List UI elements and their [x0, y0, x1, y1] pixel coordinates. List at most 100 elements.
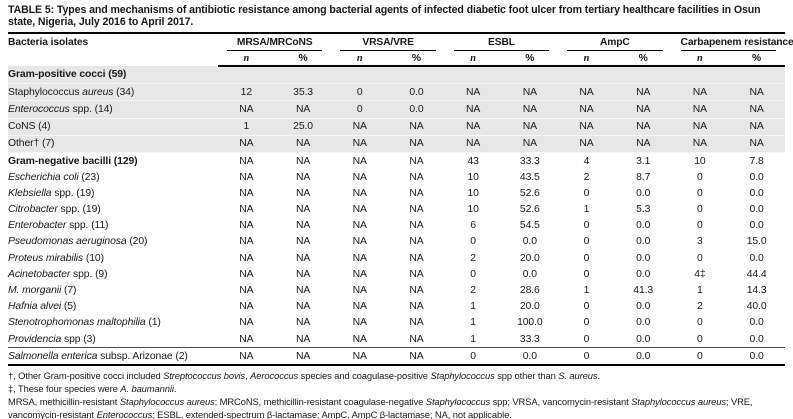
- table-cell: NA: [352, 204, 367, 216]
- table-cell: 0: [470, 268, 476, 280]
- table-cell: NA: [218, 347, 275, 366]
- table-cell: 10: [467, 187, 479, 199]
- table-cell: NA: [558, 118, 615, 136]
- table-cell: NA: [331, 135, 389, 153]
- table-cell: 43.5: [519, 171, 540, 183]
- table-cell: NA: [295, 285, 311, 297]
- table-cell: NA: [728, 118, 785, 136]
- table-cell: NA: [558, 100, 615, 119]
- bacteria-name: Staphylococcus aureus (34): [8, 83, 219, 102]
- table-cell: NA: [671, 100, 729, 119]
- table-cell: 25.0: [274, 118, 332, 136]
- table-cell: 0.0: [636, 301, 651, 313]
- subheader-pct-ampc: %: [614, 51, 672, 67]
- table-cell: 0: [558, 347, 615, 366]
- table-cell: NA: [558, 83, 615, 102]
- table-cell: [614, 66, 672, 85]
- table-cell: NA: [409, 155, 424, 167]
- bacteria-name: Gram-positive cocci (59): [8, 66, 219, 85]
- table-row: Klebsiella spp. (19) NA NA NA NA 10 52.6 0 0.0 0 0…: [8, 185, 785, 201]
- bacteria-name: Hafnia alvei (5): [8, 301, 77, 313]
- table-title: TABLE 5: Types and mechanisms of antibio…: [8, 4, 761, 28]
- table-cell: NA: [444, 135, 502, 153]
- column-group-label: AmpC: [567, 34, 663, 51]
- table-cell: 0: [583, 187, 590, 199]
- table-cell: NA: [239, 220, 254, 232]
- table-cell: NA: [444, 83, 502, 102]
- table-row: Providencia spp (3) NA NA NA NA 1 33.3 0 0.0 0 0.0: [8, 331, 785, 348]
- table-cell: 2: [470, 252, 476, 264]
- table-row: Pseudomonas aeruginosa (20) NA NA NA NA 0 0.0 0…: [8, 234, 785, 250]
- table-cell: 1: [583, 204, 590, 216]
- table-cell: NA: [295, 155, 311, 167]
- table-cell: [558, 66, 615, 85]
- table-cell: NA: [728, 83, 785, 102]
- table-cell: 14.3: [746, 285, 767, 297]
- table-cell: 20.0: [519, 301, 540, 313]
- table-cell: 0.0: [749, 204, 764, 216]
- table-cell: 0: [697, 187, 703, 199]
- table-body: Gram-positive cocci (59) Staphylococcus a…: [8, 66, 785, 366]
- table-cell: NA: [295, 220, 311, 232]
- table-cell: 33.3: [519, 333, 540, 345]
- table-cell: NA: [274, 135, 332, 153]
- table-cell: NA: [239, 333, 254, 345]
- footnote-3: MRSA, methicillin-resistant Staphylococc…: [8, 396, 753, 419]
- table-cell: 12: [218, 83, 275, 102]
- table-cell: 0.0: [636, 333, 651, 345]
- table-cell: NA: [352, 252, 367, 264]
- table-cell: NA: [671, 83, 729, 102]
- table-cell: NA: [295, 252, 311, 264]
- column-group-mrsa-mrcons: MRSA/MRCoNS: [218, 33, 331, 51]
- table-cell: 3: [697, 236, 703, 248]
- table-cell: NA: [409, 220, 424, 232]
- table-cell: 40.0: [746, 301, 767, 313]
- bacteria-name: Proteus mirabilis (10): [8, 252, 104, 264]
- bacteria-name: Enterobacter spp. (11): [8, 220, 109, 232]
- table-cell: 2: [583, 171, 590, 183]
- table-cell: 0: [583, 301, 590, 313]
- table-cell: 0.0: [636, 252, 651, 264]
- table-cell: 2: [470, 285, 476, 297]
- bacteria-name: Enterococcus spp. (14): [8, 100, 219, 119]
- bacteria-name: Stenotrophomonas maltophilia (1): [8, 317, 161, 329]
- subheader-n-carbapenem-resistance: n: [671, 51, 729, 67]
- table-row: Gram-negative bacilli (129) NA NA NA NA 43 33.…: [8, 152, 785, 169]
- table-cell: 0: [697, 220, 703, 232]
- table-cell: NA: [614, 135, 672, 153]
- table-cell: 33.3: [519, 155, 540, 167]
- column-header-bacteria-isolates: Bacteria isolates: [8, 37, 89, 48]
- bacteria-name: Pseudomonas aeruginosa (20): [8, 236, 148, 248]
- table-cell: 0: [583, 268, 590, 280]
- table-cell: 0: [583, 220, 590, 232]
- table-cell: 0: [697, 333, 703, 345]
- table-cell: NA: [218, 100, 275, 119]
- table-row: Salmonella enterica subsp. Arizonae (2) N…: [8, 347, 785, 366]
- table-cell: NA: [671, 118, 729, 136]
- table-cell: 4‡: [694, 268, 706, 280]
- table-cell: 1: [218, 118, 275, 136]
- table-cell: NA: [239, 171, 254, 183]
- table-cell: 0: [697, 252, 703, 264]
- table-cell: 0: [583, 317, 590, 329]
- table-cell: NA: [295, 236, 311, 248]
- table-cell: NA: [295, 333, 311, 345]
- subheader-n-vrsa-vre: n: [331, 51, 389, 67]
- table-cell: NA: [409, 204, 424, 216]
- table-cell: NA: [239, 236, 254, 248]
- table-cell: NA: [352, 155, 367, 167]
- table-cell: 0.0: [388, 83, 445, 102]
- table-cell: 10: [467, 171, 479, 183]
- table-cell: 44.4: [746, 268, 767, 280]
- table-cell: NA: [352, 187, 367, 199]
- table-cell: NA: [409, 317, 424, 329]
- table-cell: NA: [352, 301, 367, 313]
- bacteria-name: Gram-negative bacilli (129): [8, 155, 138, 167]
- bacteria-name: Acinetobacter spp. (9): [8, 268, 108, 280]
- table-cell: NA: [501, 83, 559, 102]
- table-cell: NA: [614, 118, 672, 136]
- table-cell: NA: [239, 317, 254, 329]
- table-cell: 0.0: [636, 220, 651, 232]
- table-cell: NA: [352, 317, 367, 329]
